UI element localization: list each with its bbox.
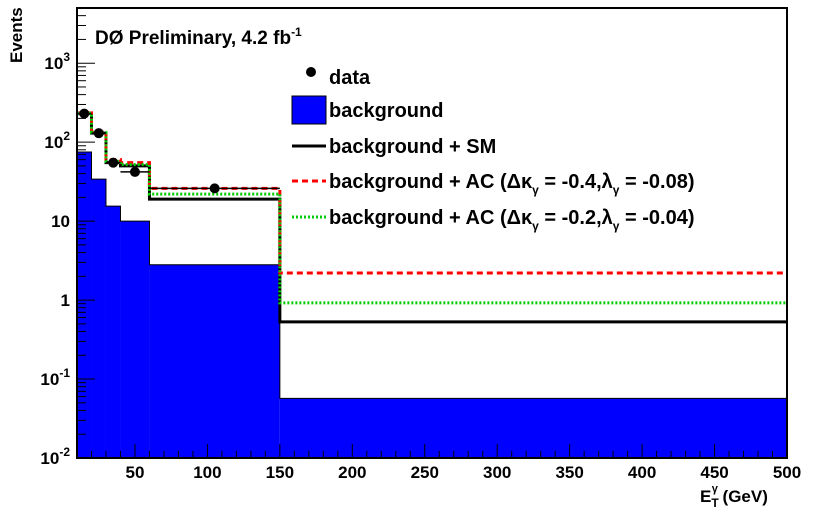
x-label-base: E — [700, 487, 711, 506]
y-tick-label: 10-1 — [40, 366, 70, 389]
y-tick-base: 10 — [44, 133, 63, 152]
legend-entry-sm: background + SM — [292, 136, 496, 158]
x-tick-label: 150 — [266, 463, 294, 482]
ac2-label-sub: γ — [532, 219, 539, 233]
x-axis-label: ETγ (GeV) — [700, 483, 768, 510]
legend-entry-ac2: background + AC (Δκγ = -0.2,λγ = -0.04) — [292, 207, 695, 233]
legend-data-marker — [306, 67, 316, 77]
y-tick-base: 10 — [40, 370, 59, 389]
x-tick-label: 400 — [628, 463, 656, 482]
x-tick-label: 350 — [555, 463, 583, 482]
x-label-sub: T — [711, 496, 719, 510]
y-tick-label: 10 — [51, 212, 70, 231]
y-tick-base: 10 — [51, 212, 70, 231]
chart-title-superscript: -1 — [291, 25, 302, 39]
y-tick-label: 1 — [61, 291, 70, 310]
legend-entry-ac1: background + AC (Δκγ = -0.4,λγ = -0.08) — [292, 171, 695, 197]
ac1-label-sub: γ — [532, 183, 539, 197]
ac2-label-c: = -0.04) — [619, 207, 694, 229]
x-tick-label: 100 — [193, 463, 221, 482]
ac1-label-a: background + AC (Δκ — [329, 171, 533, 193]
y-axis-label: Events — [7, 7, 26, 63]
ac1-label-sub2: γ — [613, 183, 620, 197]
x-label-sup: γ — [712, 483, 719, 495]
x-label-unit: (GeV) — [718, 487, 768, 506]
ac2-label-b: = -0.2,λ — [539, 207, 613, 229]
y-tick-exponent: 3 — [63, 50, 70, 64]
legend-background-swatch — [291, 95, 327, 125]
y-tick-base: 10 — [40, 449, 59, 468]
data-point — [129, 166, 140, 177]
x-axis: 50 100 150 200 250 300 350 400 450 500 — [76, 444, 801, 482]
chart-title: DØ Preliminary, 4.2 fb-1 — [95, 25, 302, 49]
chart-title-text: DØ Preliminary, 4.2 fb — [95, 28, 291, 49]
background-bin — [149, 264, 280, 458]
data-point — [209, 183, 220, 194]
y-tick-exponent: -2 — [59, 445, 70, 459]
legend-entry-background: background — [291, 95, 443, 125]
legend-ac1-label: background + AC (Δκγ = -0.4,λγ = -0.08) — [329, 171, 695, 197]
data-points — [77, 108, 280, 194]
legend-entry-data: data — [306, 67, 371, 89]
x-tick-label: 200 — [338, 463, 366, 482]
y-tick-exponent: -1 — [59, 366, 70, 380]
y-tick-base: 10 — [44, 54, 63, 73]
background-bin — [77, 152, 92, 459]
ac1-label-b: = -0.4,λ — [539, 171, 613, 193]
x-tick-label: 300 — [483, 463, 511, 482]
x-tick-label: 500 — [773, 463, 801, 482]
x-tick-label: 50 — [125, 463, 144, 482]
ac2-label-a: background + AC (Δκ — [329, 207, 533, 229]
y-tick-label: 10-2 — [40, 445, 70, 468]
x-tick-label: 250 — [411, 463, 439, 482]
y-tick-exponent: 2 — [63, 129, 70, 143]
background-histogram — [77, 151, 787, 459]
legend-sm-label: background + SM — [329, 136, 496, 158]
legend: data background background + SM backgrou… — [291, 67, 695, 233]
background-bin — [105, 206, 121, 458]
x-tick-label: 450 — [700, 463, 728, 482]
background-bin — [91, 179, 106, 458]
ac1-label-c: = -0.08) — [619, 171, 694, 193]
background-bin — [279, 398, 787, 458]
legend-data-label: data — [329, 67, 371, 89]
data-point — [79, 108, 90, 119]
y-tick-label: 103 — [44, 50, 70, 73]
legend-background-label: background — [329, 100, 443, 122]
y-tick-base: 1 — [61, 291, 70, 310]
y-tick-label: 102 — [44, 129, 70, 152]
legend-ac2-label: background + AC (Δκγ = -0.2,λγ = -0.04) — [329, 207, 695, 233]
data-point — [93, 128, 104, 139]
data-point — [108, 157, 119, 168]
background-bin — [120, 221, 150, 458]
ac2-label-sub2: γ — [613, 219, 620, 233]
